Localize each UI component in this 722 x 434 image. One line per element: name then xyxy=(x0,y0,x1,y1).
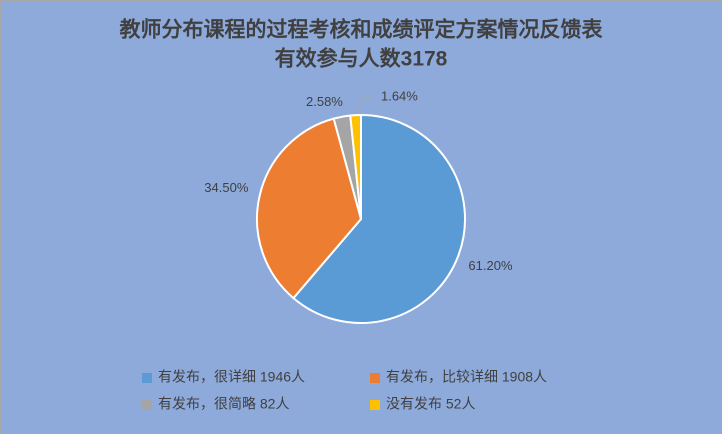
legend-label: 有发布，比较详细 1908人 xyxy=(386,369,547,385)
legend-swatch xyxy=(370,400,380,410)
value-label: 34.50% xyxy=(204,180,249,195)
chart-title: 教师分布课程的过程考核和成绩评定方案情况反馈表 xyxy=(120,18,604,42)
pie-slice xyxy=(256,117,363,300)
value-label: 2.58% xyxy=(306,94,343,109)
value-label: 1.64% xyxy=(381,88,418,103)
legend-swatch xyxy=(370,373,380,383)
chart-subtitle: 有效参与人数3178 xyxy=(275,47,448,71)
legend-swatch xyxy=(142,400,152,410)
pie-slice xyxy=(349,113,362,220)
leader-line xyxy=(354,96,372,112)
legend-swatch xyxy=(142,373,152,383)
legend-label: 有发布，很详细 1946人 xyxy=(158,369,305,385)
legend-label: 没有发布 52人 xyxy=(386,396,475,412)
pie-slice xyxy=(292,113,466,324)
value-label: 61.20% xyxy=(468,258,513,273)
legend-label: 有发布，很简略 82人 xyxy=(158,396,289,412)
